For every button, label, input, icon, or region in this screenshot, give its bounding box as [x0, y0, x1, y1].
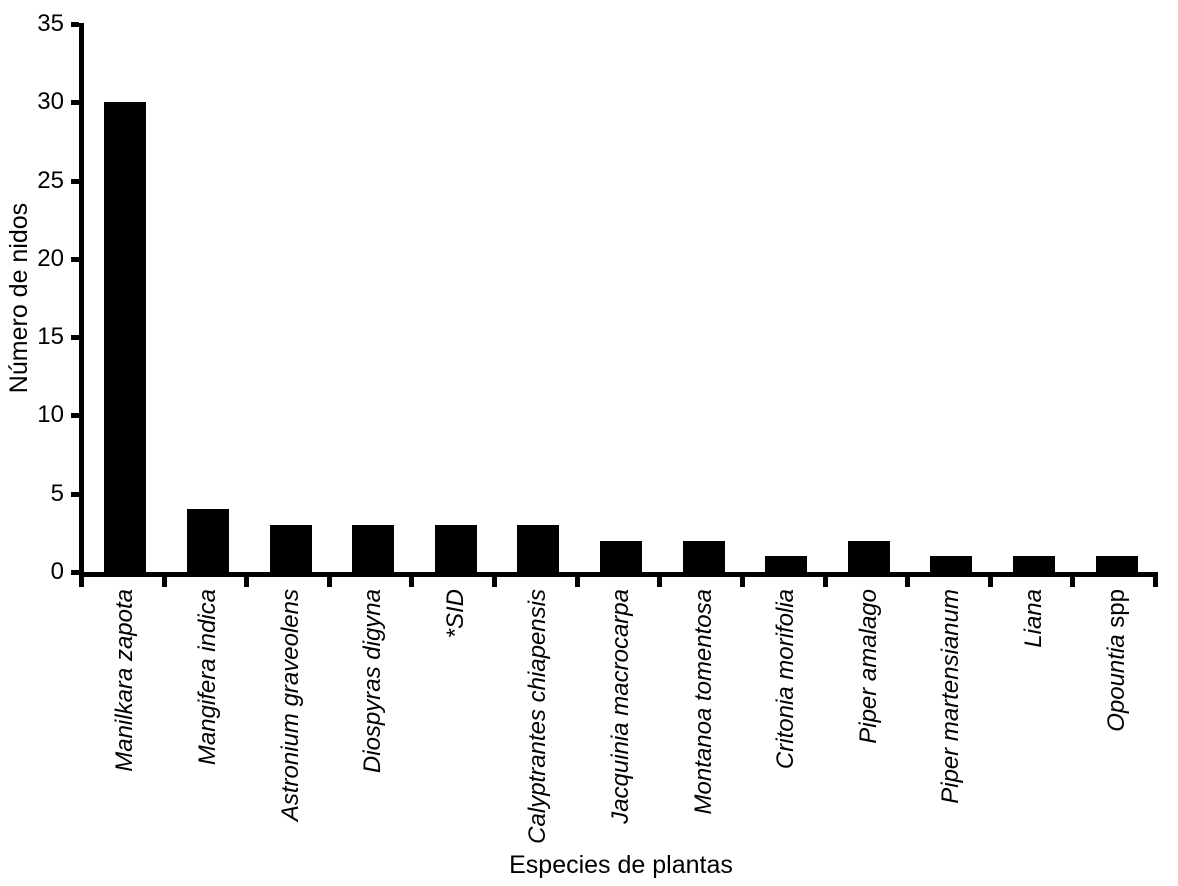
- x-tick: [905, 577, 910, 587]
- x-tick: [492, 577, 497, 587]
- species-name-italic: Critonia morifolia: [772, 589, 799, 770]
- y-tick: [71, 22, 79, 27]
- x-tick-label: Astronium graveolens: [277, 589, 304, 822]
- bar: [683, 541, 725, 572]
- x-tick-label: Manilkara zapota: [111, 589, 138, 772]
- x-tick-label: Montanoa tomentosa: [690, 589, 717, 815]
- y-tick-label: 30: [37, 88, 64, 115]
- x-tick: [988, 577, 993, 587]
- x-tick: [740, 577, 745, 587]
- y-tick: [71, 413, 79, 418]
- species-name-italic: Mangifera indica: [194, 589, 221, 766]
- x-tick: [1153, 577, 1158, 587]
- x-tick: [409, 577, 414, 587]
- x-tick-label: Calyptrantes chiapensis: [524, 589, 551, 844]
- x-axis-title: Especies de plantas: [509, 851, 733, 879]
- bar: [765, 556, 807, 572]
- species-name-italic: Montanoa tomentosa: [690, 589, 717, 815]
- species-name-italic: Manilkara zapota: [111, 589, 138, 772]
- species-name-roman: spp: [1103, 589, 1130, 635]
- x-axis-line: [79, 572, 1158, 577]
- bar: [600, 541, 642, 572]
- bar: [435, 525, 477, 572]
- y-tick-label: 10: [37, 401, 64, 428]
- bar: [848, 541, 890, 572]
- y-tick-label: 25: [37, 167, 64, 194]
- bar: [930, 556, 972, 572]
- species-name-italic: Liana: [1020, 589, 1047, 648]
- x-tick-label: *SID: [442, 589, 469, 639]
- x-tick: [244, 577, 249, 587]
- y-axis-title: Número de nidos: [5, 202, 33, 394]
- x-tick-label: Mangifera indica: [194, 589, 221, 766]
- x-tick: [575, 577, 580, 587]
- bar: [270, 525, 312, 572]
- x-tick-label: Opountia spp: [1103, 589, 1130, 732]
- y-tick: [71, 179, 79, 184]
- x-tick-label: Critonia morifolia: [772, 589, 799, 770]
- y-tick-label: 5: [50, 480, 64, 507]
- x-tick-label: Piper martensianum: [937, 589, 964, 804]
- species-name-italic: *SID: [442, 589, 469, 639]
- bar: [187, 509, 229, 572]
- x-tick-label: Liana: [1020, 589, 1047, 648]
- bar: [1013, 556, 1055, 572]
- x-tick-label: Jacquinia macrocarpa: [607, 589, 634, 824]
- y-tick-label: 20: [37, 245, 64, 272]
- species-name-italic: Astronium graveolens: [277, 589, 304, 822]
- x-tick: [1070, 577, 1075, 587]
- y-tick: [71, 570, 79, 575]
- bar: [517, 525, 559, 572]
- y-tick-label: 35: [37, 10, 64, 37]
- species-name-italic: Diospyras digyna: [359, 589, 386, 774]
- species-name-italic: Jacquinia macrocarpa: [607, 589, 634, 824]
- x-tick: [162, 577, 167, 587]
- species-name-italic: Piper martensianum: [937, 589, 964, 804]
- x-tick: [79, 577, 84, 587]
- x-tick: [823, 577, 828, 587]
- y-axis-line: [79, 23, 84, 577]
- y-tick: [71, 492, 79, 497]
- x-tick: [327, 577, 332, 587]
- species-name-italic: Piper amalago: [855, 589, 882, 744]
- bar: [352, 525, 394, 572]
- species-name-italic: Calyptrantes chiapensis: [524, 589, 551, 844]
- y-tick: [71, 100, 79, 105]
- species-name-italic: Opountia: [1103, 634, 1130, 732]
- x-tick-label: Diospyras digyna: [359, 589, 386, 774]
- bar: [104, 102, 146, 572]
- y-tick-label: 15: [37, 323, 64, 350]
- y-tick: [71, 335, 79, 340]
- x-tick-label: Piper amalago: [855, 589, 882, 744]
- bar: [1096, 556, 1138, 572]
- y-tick: [71, 257, 79, 262]
- x-tick: [657, 577, 662, 587]
- y-tick-label: 0: [50, 558, 64, 585]
